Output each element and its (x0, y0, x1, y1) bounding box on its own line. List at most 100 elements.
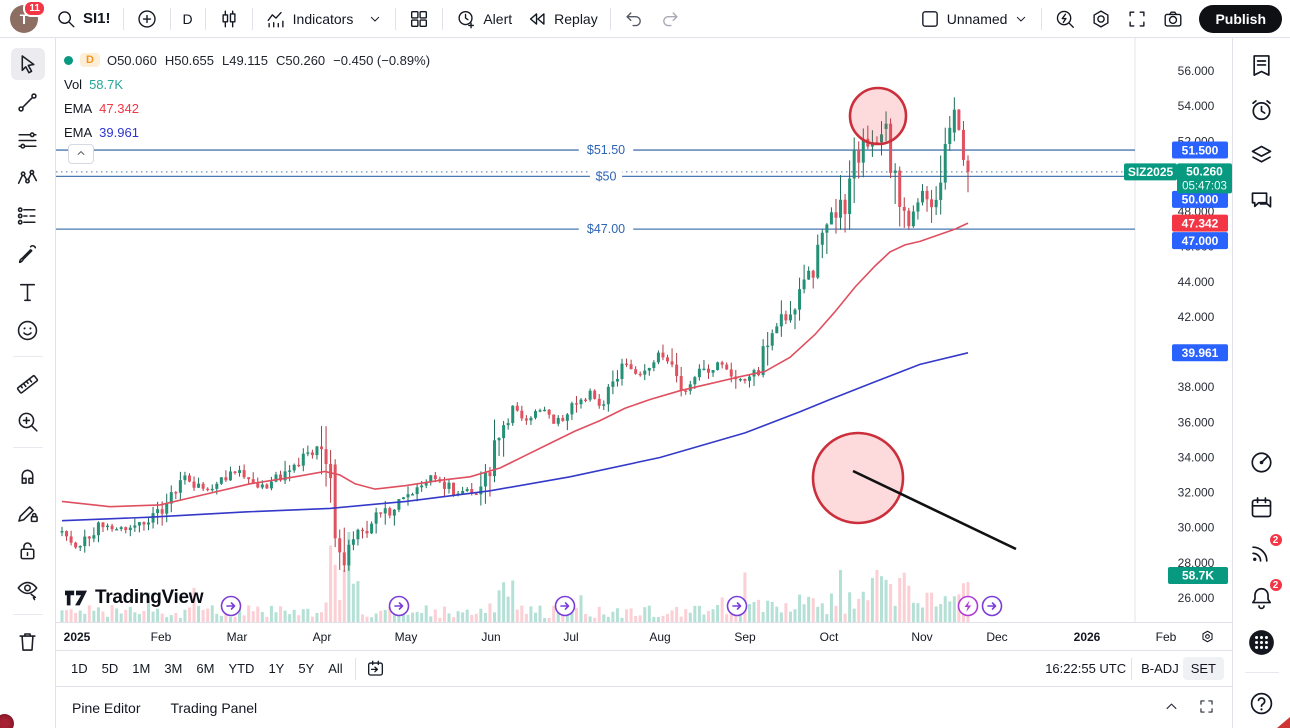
replay-button[interactable]: Replay (519, 5, 605, 33)
axis-tag-volume[interactable] (1168, 567, 1228, 584)
layout-select-button[interactable]: Unnamed (912, 5, 1037, 33)
legend-symbol-row[interactable]: D O50.060 H50.655 L49.115 C50.260 −0.450… (64, 48, 430, 72)
change-value: −0.450 (−0.89%) (333, 52, 431, 68)
adjustment-toggle[interactable]: B-ADJ (1141, 661, 1179, 676)
range-5d[interactable]: 5D (101, 661, 119, 676)
parallel-lines-tool-icon[interactable] (11, 124, 45, 156)
alert-button[interactable]: Alert (448, 5, 519, 33)
chevron-down-icon (1013, 11, 1029, 27)
redo-button[interactable] (652, 5, 688, 33)
panel-maximize-icon[interactable] (1197, 697, 1216, 719)
chevron-down-icon (367, 11, 383, 27)
line-label[interactable]: $47.00 (587, 222, 625, 236)
line-label[interactable]: $51.50 (587, 143, 625, 157)
snapshot-button[interactable] (1155, 5, 1191, 33)
ema-slow-value: 39.961 (99, 124, 139, 140)
chart-pane[interactable]: 56.00054.00052.00050.00048.00046.00044.0… (56, 38, 1232, 622)
text-tool-icon[interactable] (11, 276, 45, 308)
session-toggle[interactable]: SET (1182, 657, 1224, 680)
clock[interactable]: 16:22:55 UTC (1045, 661, 1127, 676)
xabcd-pattern-tool-icon[interactable] (11, 162, 45, 194)
notification-count-badge: 11 (23, 0, 46, 17)
collapse-line-button[interactable] (68, 144, 94, 164)
ema-slow-line[interactable] (61, 352, 969, 522)
axis-settings-icon[interactable] (1199, 628, 1216, 650)
chart-settings-button[interactable] (1083, 5, 1119, 33)
interval-label: D (182, 10, 193, 27)
legend-volume-row[interactable]: Vol 58.7K (64, 72, 430, 96)
quick-search-button[interactable] (1047, 5, 1083, 33)
drawing-circle-2[interactable] (811, 431, 905, 525)
axis-tag-line-51.5[interactable] (1172, 141, 1228, 159)
forecast-tool-icon[interactable] (11, 200, 45, 232)
tab-pine-editor[interactable]: Pine Editor (72, 699, 141, 716)
draw-lock-tool-icon[interactable] (11, 496, 45, 528)
line-label[interactable]: $50 (596, 169, 617, 183)
legend-ema-slow-row[interactable]: EMA 39.961 (64, 120, 430, 144)
alerts-panel-button[interactable] (1247, 95, 1277, 125)
emoji-tool-icon[interactable] (11, 314, 45, 346)
trash-tool-icon[interactable] (11, 625, 45, 657)
drawing-trendline[interactable] (852, 469, 1017, 551)
contract-tag[interactable] (1124, 163, 1177, 181)
axis-tag-ema-fast[interactable] (1172, 214, 1228, 232)
fullscreen-button[interactable] (1119, 5, 1155, 33)
zoom-in-tool-icon[interactable] (11, 405, 45, 437)
panel-expand-icon[interactable] (1162, 697, 1181, 719)
time-axis[interactable]: 2025 Feb Mar Apr May Jun Jul Aug Sep Oct Nov Dec 202… (56, 622, 1232, 650)
range-all[interactable]: All (328, 661, 343, 676)
chat-panel-button[interactable] (1247, 185, 1277, 215)
chart-style-button[interactable] (211, 5, 247, 33)
price-chart[interactable]: 56.00054.00052.00050.00048.00046.00044.0… (56, 38, 1232, 622)
axis-tag-line-47[interactable] (1172, 232, 1228, 250)
avatar[interactable]: T 11 (10, 0, 46, 33)
lock-all-tool-icon[interactable] (11, 534, 45, 566)
watchlist-panel-button[interactable] (1247, 50, 1277, 80)
axis-tag-ema-slow[interactable] (1172, 344, 1228, 362)
range-3m[interactable]: 3M (164, 661, 183, 676)
screener-button[interactable] (1247, 447, 1277, 477)
brush-tool-icon[interactable] (11, 238, 45, 270)
range-1m[interactable]: 1M (132, 661, 151, 676)
series-status-dot (64, 55, 73, 65)
ruler-tool-icon[interactable] (11, 367, 45, 399)
indicators-button[interactable]: Indicators (258, 5, 361, 33)
replay-icon (526, 8, 548, 30)
notifications-button[interactable]: 2 (1247, 577, 1284, 612)
range-1y[interactable]: 1Y (268, 661, 285, 676)
svg-text:30.000: 30.000 (1178, 521, 1215, 535)
go-to-date-icon[interactable] (365, 658, 386, 679)
apps-menu-button[interactable] (1247, 627, 1277, 657)
tab-trading-panel[interactable]: Trading Panel (170, 699, 258, 716)
corner-artifact-right (1277, 717, 1290, 728)
compare-add-button[interactable] (129, 5, 165, 33)
range-6m[interactable]: 6M (196, 661, 215, 676)
object-tree-button[interactable] (1247, 140, 1277, 170)
close-value: C50.260 (276, 52, 326, 68)
publish-button[interactable]: Publish (1199, 4, 1282, 33)
hide-all-tool-icon[interactable] (11, 572, 45, 604)
legend-ema-fast-row[interactable]: EMA 47.342 (64, 96, 430, 120)
undo-button[interactable] (616, 5, 652, 33)
gear-icon (1090, 8, 1112, 30)
magnet-tool-icon[interactable] (11, 458, 45, 490)
ema-fast-line[interactable] (61, 222, 969, 508)
help-button[interactable] (1247, 688, 1277, 718)
axis-tag-line-50[interactable] (1172, 190, 1228, 208)
grid-layout-button[interactable] (401, 5, 437, 33)
time-label-Jul: Jul (563, 630, 579, 644)
svg-text:50.000: 50.000 (1182, 193, 1219, 207)
streams-button[interactable]: 2 (1247, 532, 1284, 567)
range-1d[interactable]: 1D (71, 661, 88, 676)
range-5y[interactable]: 5Y (298, 661, 315, 676)
cursor-tool-icon[interactable] (10, 48, 45, 80)
range-ytd[interactable]: YTD (228, 661, 255, 676)
interval-button[interactable]: D (176, 8, 200, 30)
svg-text:34.000: 34.000 (1178, 450, 1215, 464)
drawing-circle-1[interactable] (848, 86, 908, 146)
indicator-templates-button[interactable] (360, 8, 390, 30)
axis-tag-current-price[interactable] (1177, 163, 1232, 194)
calendar-button[interactable] (1247, 492, 1277, 522)
trend-line-tool-icon[interactable] (11, 86, 45, 118)
symbol-search-button[interactable]: SI1! (48, 5, 118, 33)
